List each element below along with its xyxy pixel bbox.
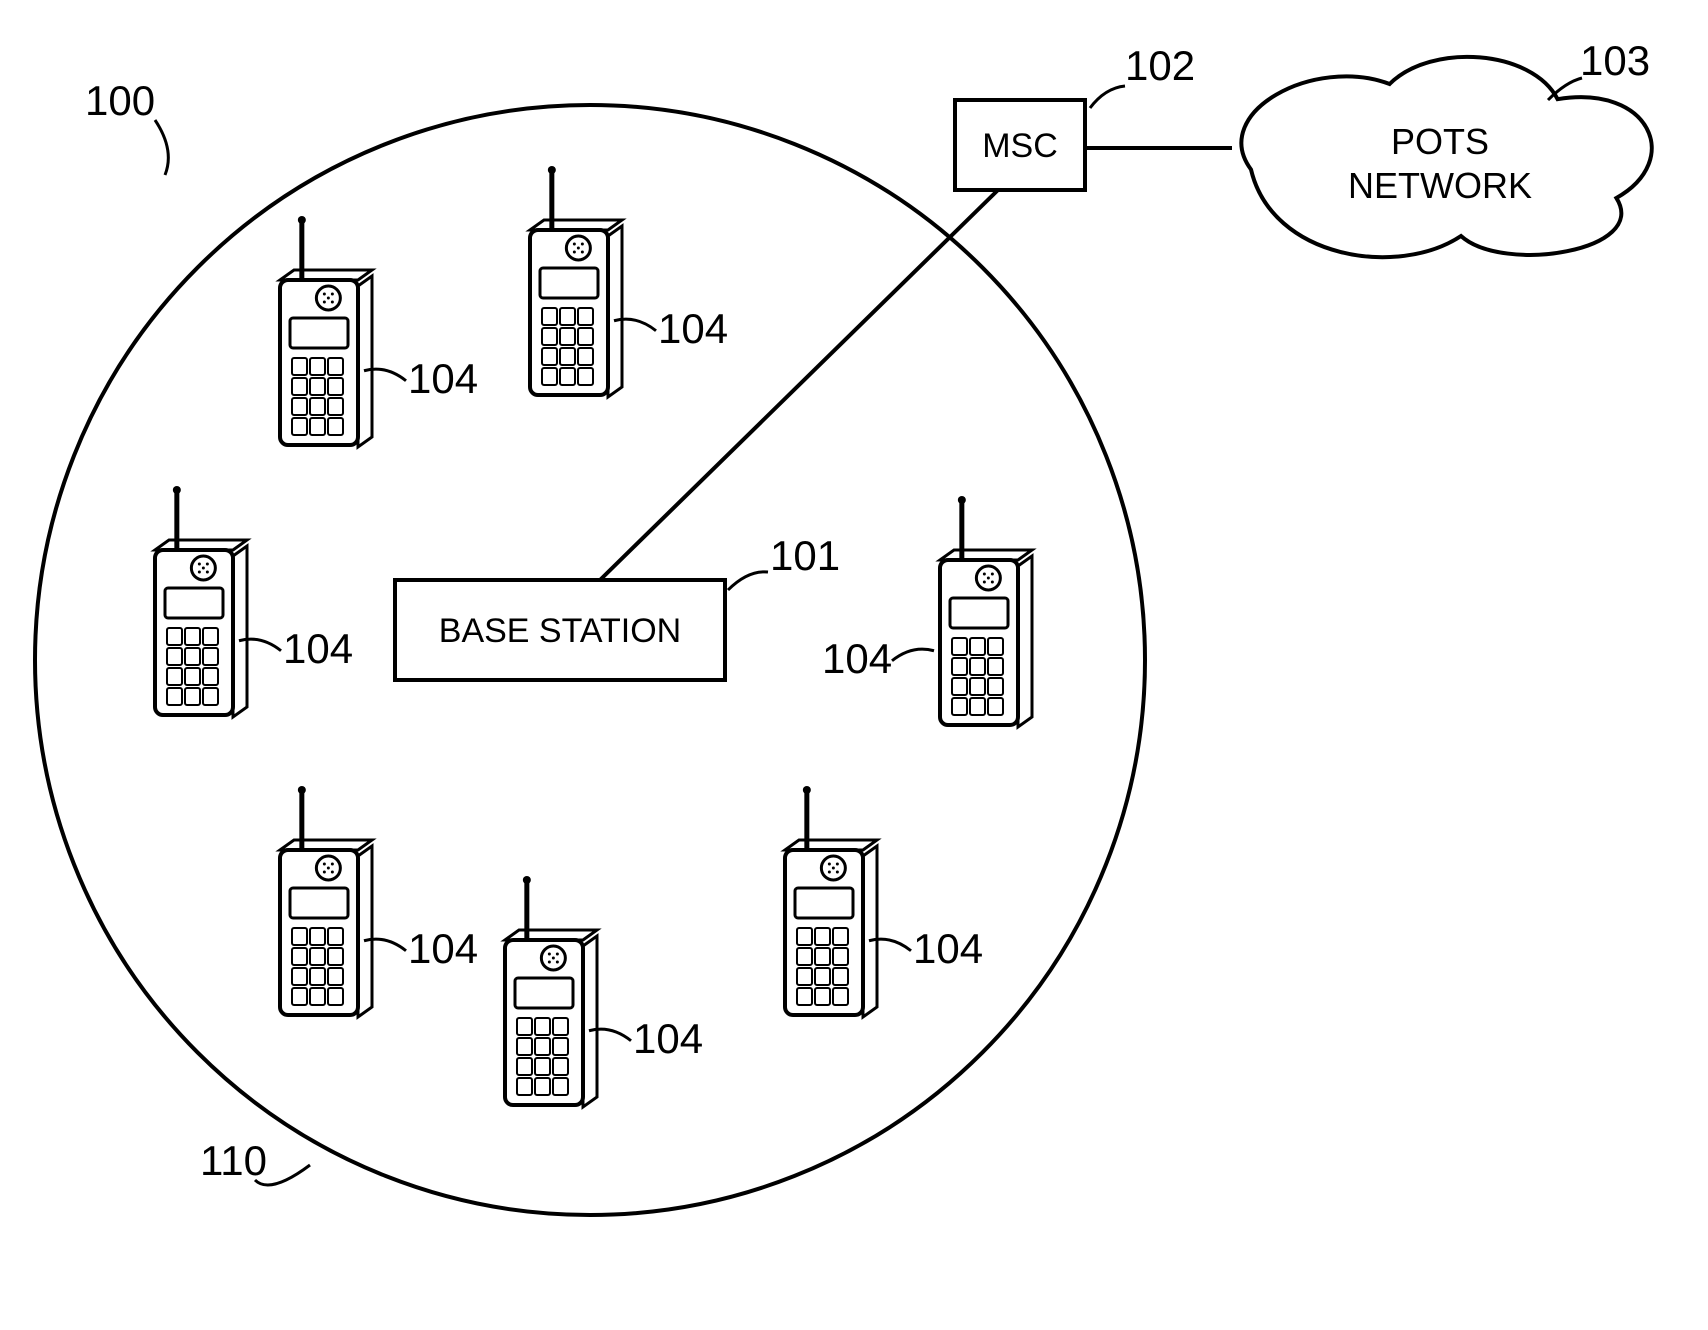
phone-ref: 104 (408, 925, 478, 972)
figure-ref: 100 (85, 77, 155, 124)
msc-label: MSC (982, 127, 1058, 165)
phone-ref: 104 (408, 355, 478, 402)
figure-leader (155, 120, 168, 175)
pots-ref: 103 (1580, 37, 1650, 84)
msc-ref: 102 (1125, 42, 1195, 89)
phone-ref: 104 (913, 925, 983, 972)
msc-leader (1090, 86, 1125, 108)
phone-ref: 104 (283, 625, 353, 672)
base-station-label: BASE STATION (439, 612, 681, 650)
phone-ref: 104 (658, 305, 728, 352)
phone-ref: 104 (822, 635, 892, 682)
mobile-phone-icon: 104 (280, 786, 478, 1017)
phone-ref: 104 (633, 1015, 703, 1062)
mobile-phone-icon: 104 (822, 496, 1032, 727)
pots-label-2: NETWORK (1348, 165, 1532, 206)
mobile-phone-icon: 104 (155, 486, 353, 717)
mobile-phone-icon: 104 (785, 786, 983, 1017)
base-station-ref: 101 (770, 532, 840, 579)
cell-ref: 110 (200, 1137, 267, 1184)
link-bs-msc (600, 190, 998, 580)
mobile-phone-icon: 104 (280, 216, 478, 447)
mobile-phone-icon: 104 (530, 166, 728, 397)
base-station-leader (728, 572, 768, 590)
mobile-phone-icon: 104 (505, 876, 703, 1107)
pots-label-1: POTS (1391, 121, 1489, 162)
